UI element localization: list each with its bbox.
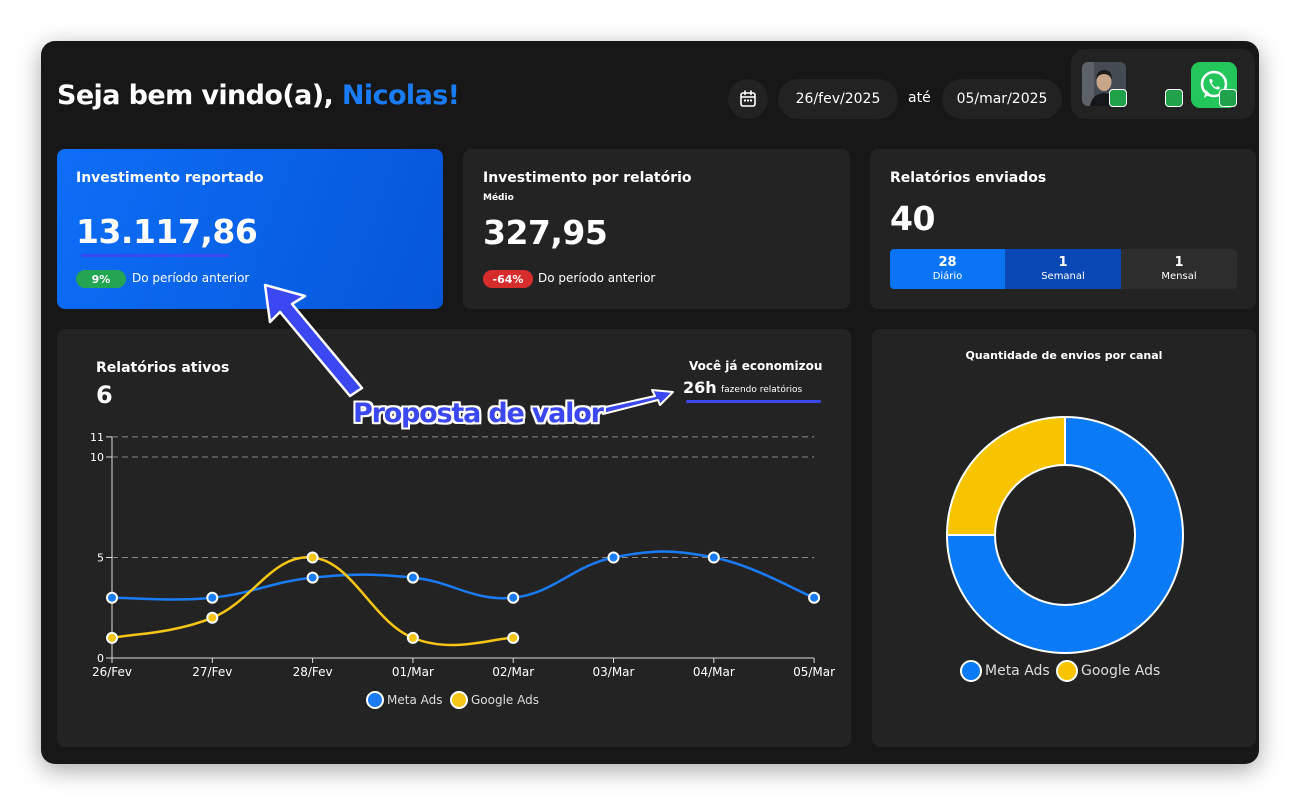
legend-item-meta-ads[interactable]: Meta Ads [366, 691, 442, 709]
status-indicator-icon [1219, 89, 1237, 107]
data-point [808, 591, 821, 604]
x-tick-label: 04/Mar [693, 665, 735, 679]
x-tick-label: 05/Mar [793, 665, 835, 679]
y-tick-label: 11 [90, 431, 104, 444]
relatorios-enviados-value: 40 [890, 199, 935, 238]
greeting-text: Seja bem vindo(a), [57, 80, 342, 111]
x-tick-label: 03/Mar [593, 665, 635, 679]
segment-label: Semanal [1041, 270, 1085, 282]
segment-label: Mensal [1161, 270, 1197, 282]
card-investimento-por-relatorio: Investimento por relatório Médio 327,95 … [463, 149, 850, 309]
savings-title: Você já economizou [689, 359, 823, 373]
legend-label: Google Ads [471, 693, 539, 707]
legend-item-meta-ads[interactable]: Meta Ads [960, 660, 1050, 682]
legend-label: Meta Ads [387, 693, 443, 707]
segment-value: 1 [1174, 254, 1184, 270]
legend-item-google-ads[interactable]: Google Ads [1056, 660, 1160, 682]
status-badge: -64% [483, 270, 533, 288]
date-from-field[interactable]: 26/fev/2025 [778, 79, 898, 119]
data-point [106, 631, 118, 644]
x-tick-label: 27/Fev [192, 665, 232, 679]
calendar-icon [740, 90, 756, 107]
legend-item-google-ads[interactable]: Google Ads [450, 691, 539, 709]
savings-hours: 26h [683, 378, 717, 397]
badge-caption: Do período anterior [132, 271, 250, 285]
x-tick-label: 26/Fev [92, 665, 132, 679]
card-subtitle: Médio [483, 193, 514, 203]
relatorios-ativos-value: 6 [96, 381, 113, 409]
badge-caption: Do período anterior [538, 271, 656, 285]
data-point [306, 571, 319, 584]
segment-value: 28 [938, 254, 957, 270]
annotation-label: Proposta de valor [353, 398, 604, 429]
card-title: Investimento por relatório [483, 170, 692, 186]
segment-value: 1 [1058, 254, 1068, 270]
status-badge: 9% [76, 270, 126, 288]
card-investimento-reportado: Investimento reportado 13.117,86 9% Do p… [57, 149, 443, 309]
legend-label: Google Ads [1081, 663, 1161, 679]
date-to-field[interactable]: 05/mar/2025 [942, 79, 1062, 119]
card-title: Relatórios ativos [96, 360, 230, 376]
segment-mensal[interactable]: 1 Mensal [1121, 249, 1237, 289]
x-tick-label: 28/Fev [293, 665, 333, 679]
page-title: Seja bem vindo(a), Nicolas! [57, 80, 460, 111]
legend-swatch-icon [1056, 660, 1078, 682]
value-underline [81, 254, 229, 257]
donut-slice-google-ads [945, 415, 1066, 536]
segment-diario[interactable]: 28 Diário [890, 249, 1005, 289]
date-separator: até [908, 90, 931, 106]
x-tick-label: 01/Mar [392, 665, 434, 679]
savings-underline [686, 400, 821, 403]
investimento-value: 13.117,86 [76, 212, 258, 251]
user-name: Nicolas! [341, 80, 460, 111]
y-tick-label: 10 [90, 451, 104, 464]
segment-semanal[interactable]: 1 Semanal [1005, 249, 1121, 289]
y-tick-label: 5 [97, 552, 104, 565]
account-switcher [1071, 49, 1255, 119]
data-point [206, 591, 219, 604]
chart-title: Quantidade de envios por canal [965, 349, 1163, 362]
data-point [406, 571, 419, 584]
donut-slice-meta-ads [945, 415, 1184, 654]
y-tick-label: 0 [97, 652, 104, 665]
data-point [106, 591, 118, 604]
segment-label: Diário [932, 270, 963, 282]
data-point [206, 611, 219, 624]
card-relatorios-ativos: Relatórios ativos 6 Você já economizou 2… [57, 329, 851, 747]
data-point [607, 551, 620, 564]
status-indicator-icon [1165, 89, 1183, 107]
data-point [306, 551, 319, 564]
legend-swatch-icon [960, 660, 982, 682]
data-point [406, 631, 419, 644]
legend-swatch-icon [366, 691, 384, 709]
card-title: Relatórios enviados [890, 170, 1047, 186]
status-indicator-icon [1109, 89, 1127, 107]
data-point [507, 631, 520, 644]
donut-chart [945, 415, 1184, 654]
data-point [707, 551, 720, 564]
legend-label: Meta Ads [985, 663, 1050, 679]
x-tick-label: 02/Mar [492, 665, 534, 679]
calendar-button[interactable] [728, 79, 768, 119]
data-point [507, 591, 520, 604]
investimento-medio-value: 327,95 [483, 213, 608, 252]
savings-caption: fazendo relatórios [721, 385, 803, 395]
series-line-meta-ads [111, 550, 815, 601]
legend-swatch-icon [450, 691, 468, 709]
series-line-google-ads [111, 556, 514, 647]
card-title: Investimento reportado [76, 170, 264, 186]
